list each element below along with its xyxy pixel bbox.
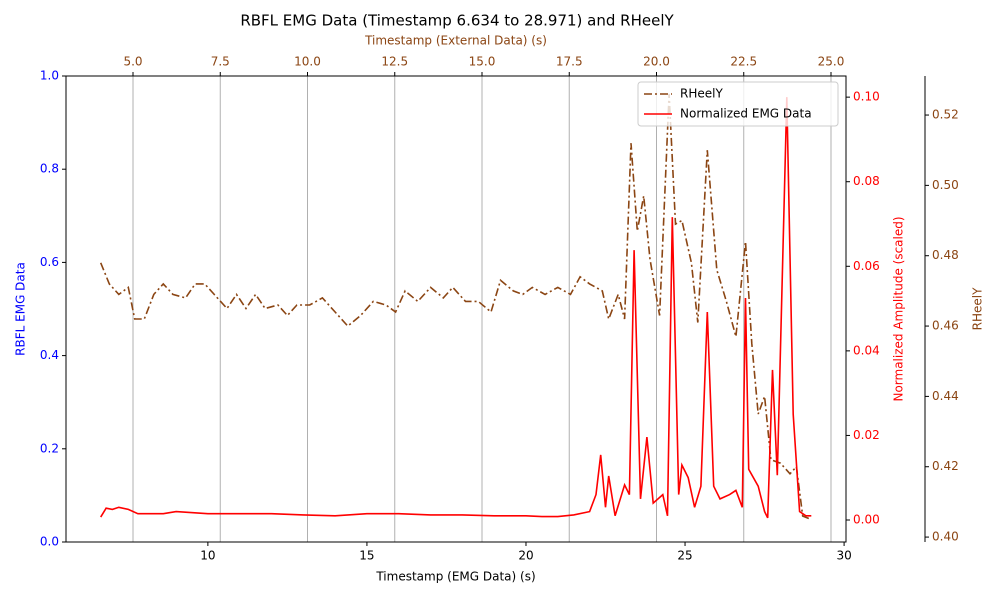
x2-tick-label: 12.5 xyxy=(381,55,408,69)
plot-frame xyxy=(65,75,847,543)
y-axis-label: RBFL EMG Data xyxy=(14,262,28,356)
y3-tick-label: 0.44 xyxy=(932,389,959,403)
y-tick-label: 0.2 xyxy=(40,441,59,455)
x2-tick-label: 5.0 xyxy=(123,55,142,69)
y2-tick-label: 0.00 xyxy=(853,513,880,527)
y2-tick-label: 0.04 xyxy=(853,343,880,357)
y2-tick-label: 0.08 xyxy=(853,174,880,188)
x2-tick-label: 7.5 xyxy=(211,55,230,69)
y3-tick-label: 0.50 xyxy=(932,178,959,192)
y2-tick-label: 0.10 xyxy=(853,90,880,104)
legend-label: Normalized EMG Data xyxy=(680,107,812,121)
y2-axis-label: Normalized Amplitude (scaled) xyxy=(892,216,906,401)
x-tick-label: 30 xyxy=(836,549,851,563)
x-tick-label: 10 xyxy=(200,549,215,563)
x2-tick-label: 15.0 xyxy=(469,55,496,69)
data-line xyxy=(100,97,812,519)
y-tick-label: 0.4 xyxy=(40,348,59,362)
chart-title: RBFL EMG Data (Timestamp 6.634 to 28.971… xyxy=(240,12,674,30)
x-tick-label: 25 xyxy=(677,549,692,563)
y3-tick-label: 0.46 xyxy=(932,319,959,333)
data-line xyxy=(99,93,812,521)
legend-label: RHeelY xyxy=(680,87,723,101)
y2-tick-label: 0.02 xyxy=(853,428,880,442)
y3-tick-label: 0.48 xyxy=(932,248,959,262)
y-tick-label: 1.0 xyxy=(40,69,59,83)
x-tick-label: 15 xyxy=(359,549,374,563)
x-tick-label: 20 xyxy=(518,549,533,563)
y-tick-label: 0.8 xyxy=(40,162,59,176)
y-tick-label: 0.6 xyxy=(40,255,59,269)
y3-tick-label: 0.42 xyxy=(932,459,959,473)
y2-tick-label: 0.06 xyxy=(853,259,880,273)
x-axis-label: Timestamp (EMG Data) (s) xyxy=(375,570,535,584)
legend-box xyxy=(637,81,839,127)
x2-tick-label: 22.5 xyxy=(730,55,757,69)
x2-axis-label: Timestamp (External Data) (s) xyxy=(364,34,547,48)
y3-tick-label: 0.40 xyxy=(932,530,959,544)
x2-tick-label: 10.0 xyxy=(294,55,321,69)
x2-tick-label: 20.0 xyxy=(643,55,670,69)
y3-tick-label: 0.52 xyxy=(932,108,959,122)
y3-axis-label: RHeelY xyxy=(971,287,985,330)
x2-tick-label: 25.0 xyxy=(818,55,845,69)
y-tick-label: 0.0 xyxy=(40,535,59,549)
x2-tick-label: 17.5 xyxy=(556,55,583,69)
